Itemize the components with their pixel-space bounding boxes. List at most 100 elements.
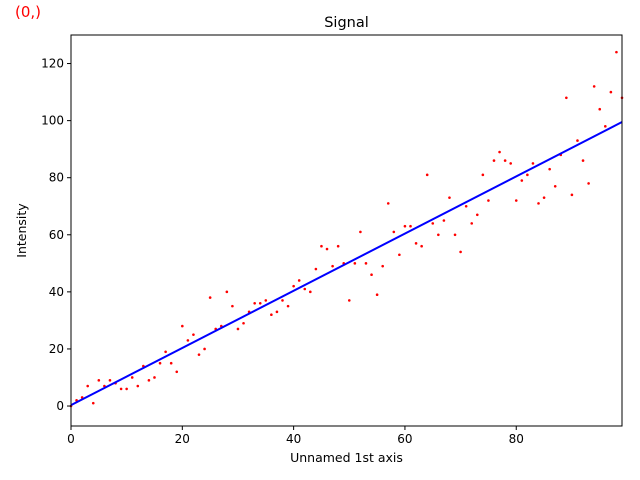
y-tick-label: 40 — [49, 285, 64, 299]
corner-label: (0,) — [15, 3, 42, 21]
scatter-point — [615, 50, 618, 54]
scatter-point — [286, 304, 290, 308]
scatter-point — [403, 224, 407, 228]
scatter-point — [565, 96, 568, 100]
scatter-point — [398, 253, 401, 257]
scatter-point — [592, 85, 596, 88]
scatter-point — [108, 379, 112, 382]
scatter-point — [503, 159, 507, 162]
scatter-point — [353, 262, 357, 265]
scatter-point — [531, 162, 535, 165]
scatter-point — [576, 139, 579, 142]
scatter-point — [598, 107, 602, 111]
scatter-point — [609, 90, 613, 94]
scatter-point — [314, 267, 318, 271]
scatter-point — [548, 167, 551, 171]
x-tick-label: 40 — [286, 432, 301, 446]
scatter-point — [147, 379, 151, 382]
scatter-points — [69, 50, 624, 408]
scatter-point — [325, 247, 329, 251]
scatter-point — [181, 324, 184, 328]
scatter-point — [370, 273, 373, 277]
scatter-point — [542, 196, 546, 199]
scatter-point — [453, 233, 457, 237]
scatter-point — [448, 196, 451, 199]
scatter-point — [409, 224, 412, 228]
scatter-point — [208, 296, 212, 299]
scatter-point — [492, 159, 496, 162]
y-tick-label: 60 — [49, 228, 64, 242]
scatter-point — [481, 173, 485, 177]
scatter-point — [97, 379, 101, 382]
scatter-point — [381, 264, 384, 268]
scatter-point — [386, 202, 390, 205]
scatter-point — [570, 193, 574, 197]
scatter-point — [498, 150, 501, 154]
y-tick-label: 120 — [41, 57, 64, 71]
scatter-point — [514, 199, 518, 202]
scatter-point — [364, 262, 368, 265]
scatter-point — [537, 202, 540, 205]
scatter-point — [375, 293, 379, 297]
scatter-point — [164, 350, 167, 354]
scatter-point — [236, 327, 240, 331]
x-axis-ticks: 0 20 40 60 80 — [67, 426, 524, 446]
scatter-point — [253, 301, 256, 305]
chart-title: Signal — [324, 15, 369, 31]
x-tick-label: 20 — [175, 432, 190, 446]
scatter-point — [587, 182, 590, 185]
scatter-point — [125, 387, 128, 391]
scatter-point — [231, 304, 234, 308]
scatter-point — [258, 301, 262, 305]
scatter-point — [526, 173, 529, 177]
scatter-point — [392, 230, 396, 234]
scatter-point — [604, 125, 607, 128]
fit-line — [70, 121, 623, 407]
scatter-point — [581, 159, 585, 162]
scatter-point — [91, 401, 95, 405]
scatter-point — [431, 222, 435, 225]
scatter-point — [119, 387, 123, 391]
scatter-point — [242, 321, 245, 325]
scatter-point — [553, 184, 557, 188]
scatter-point — [264, 299, 268, 302]
scatter-point — [130, 376, 134, 379]
scatter-point — [175, 370, 179, 374]
scatter-point — [303, 287, 307, 291]
scatter-point — [153, 376, 156, 379]
scatter-point — [309, 290, 312, 294]
scatter-point — [347, 299, 351, 302]
scatter-point — [464, 204, 468, 208]
scatter-point — [509, 162, 512, 165]
scatter-point — [414, 242, 418, 245]
plot-frame — [70, 34, 623, 427]
scatter-point — [197, 353, 201, 356]
y-tick-label: 20 — [49, 342, 64, 356]
y-axis-ticks: 0 20 40 60 80 100 120 — [41, 57, 71, 413]
scatter-point — [297, 279, 301, 282]
scatter-point — [292, 284, 295, 288]
x-tick-label: 80 — [509, 432, 524, 446]
scatter-point — [336, 244, 340, 248]
scatter-point — [487, 199, 490, 202]
scatter-point — [320, 244, 323, 248]
x-axis-label: Unnamed 1st axis — [290, 450, 403, 465]
y-axis-label: Intensity — [14, 203, 29, 258]
scatter-point — [169, 361, 173, 365]
x-tick-label: 0 — [67, 432, 75, 446]
scatter-point — [359, 230, 362, 234]
scatter-point — [158, 361, 162, 365]
y-tick-label: 0 — [56, 399, 64, 413]
scatter-point — [136, 384, 140, 388]
scatter-point — [275, 310, 279, 314]
scatter-point — [520, 179, 524, 182]
scatter-point — [86, 384, 89, 388]
scatter-point — [420, 244, 423, 248]
scatter-point — [442, 219, 446, 222]
scatter-point — [331, 264, 334, 268]
scatter-point — [459, 250, 462, 254]
y-tick-label: 100 — [41, 114, 64, 128]
scatter-point — [281, 299, 284, 302]
scatter-point — [225, 290, 229, 294]
